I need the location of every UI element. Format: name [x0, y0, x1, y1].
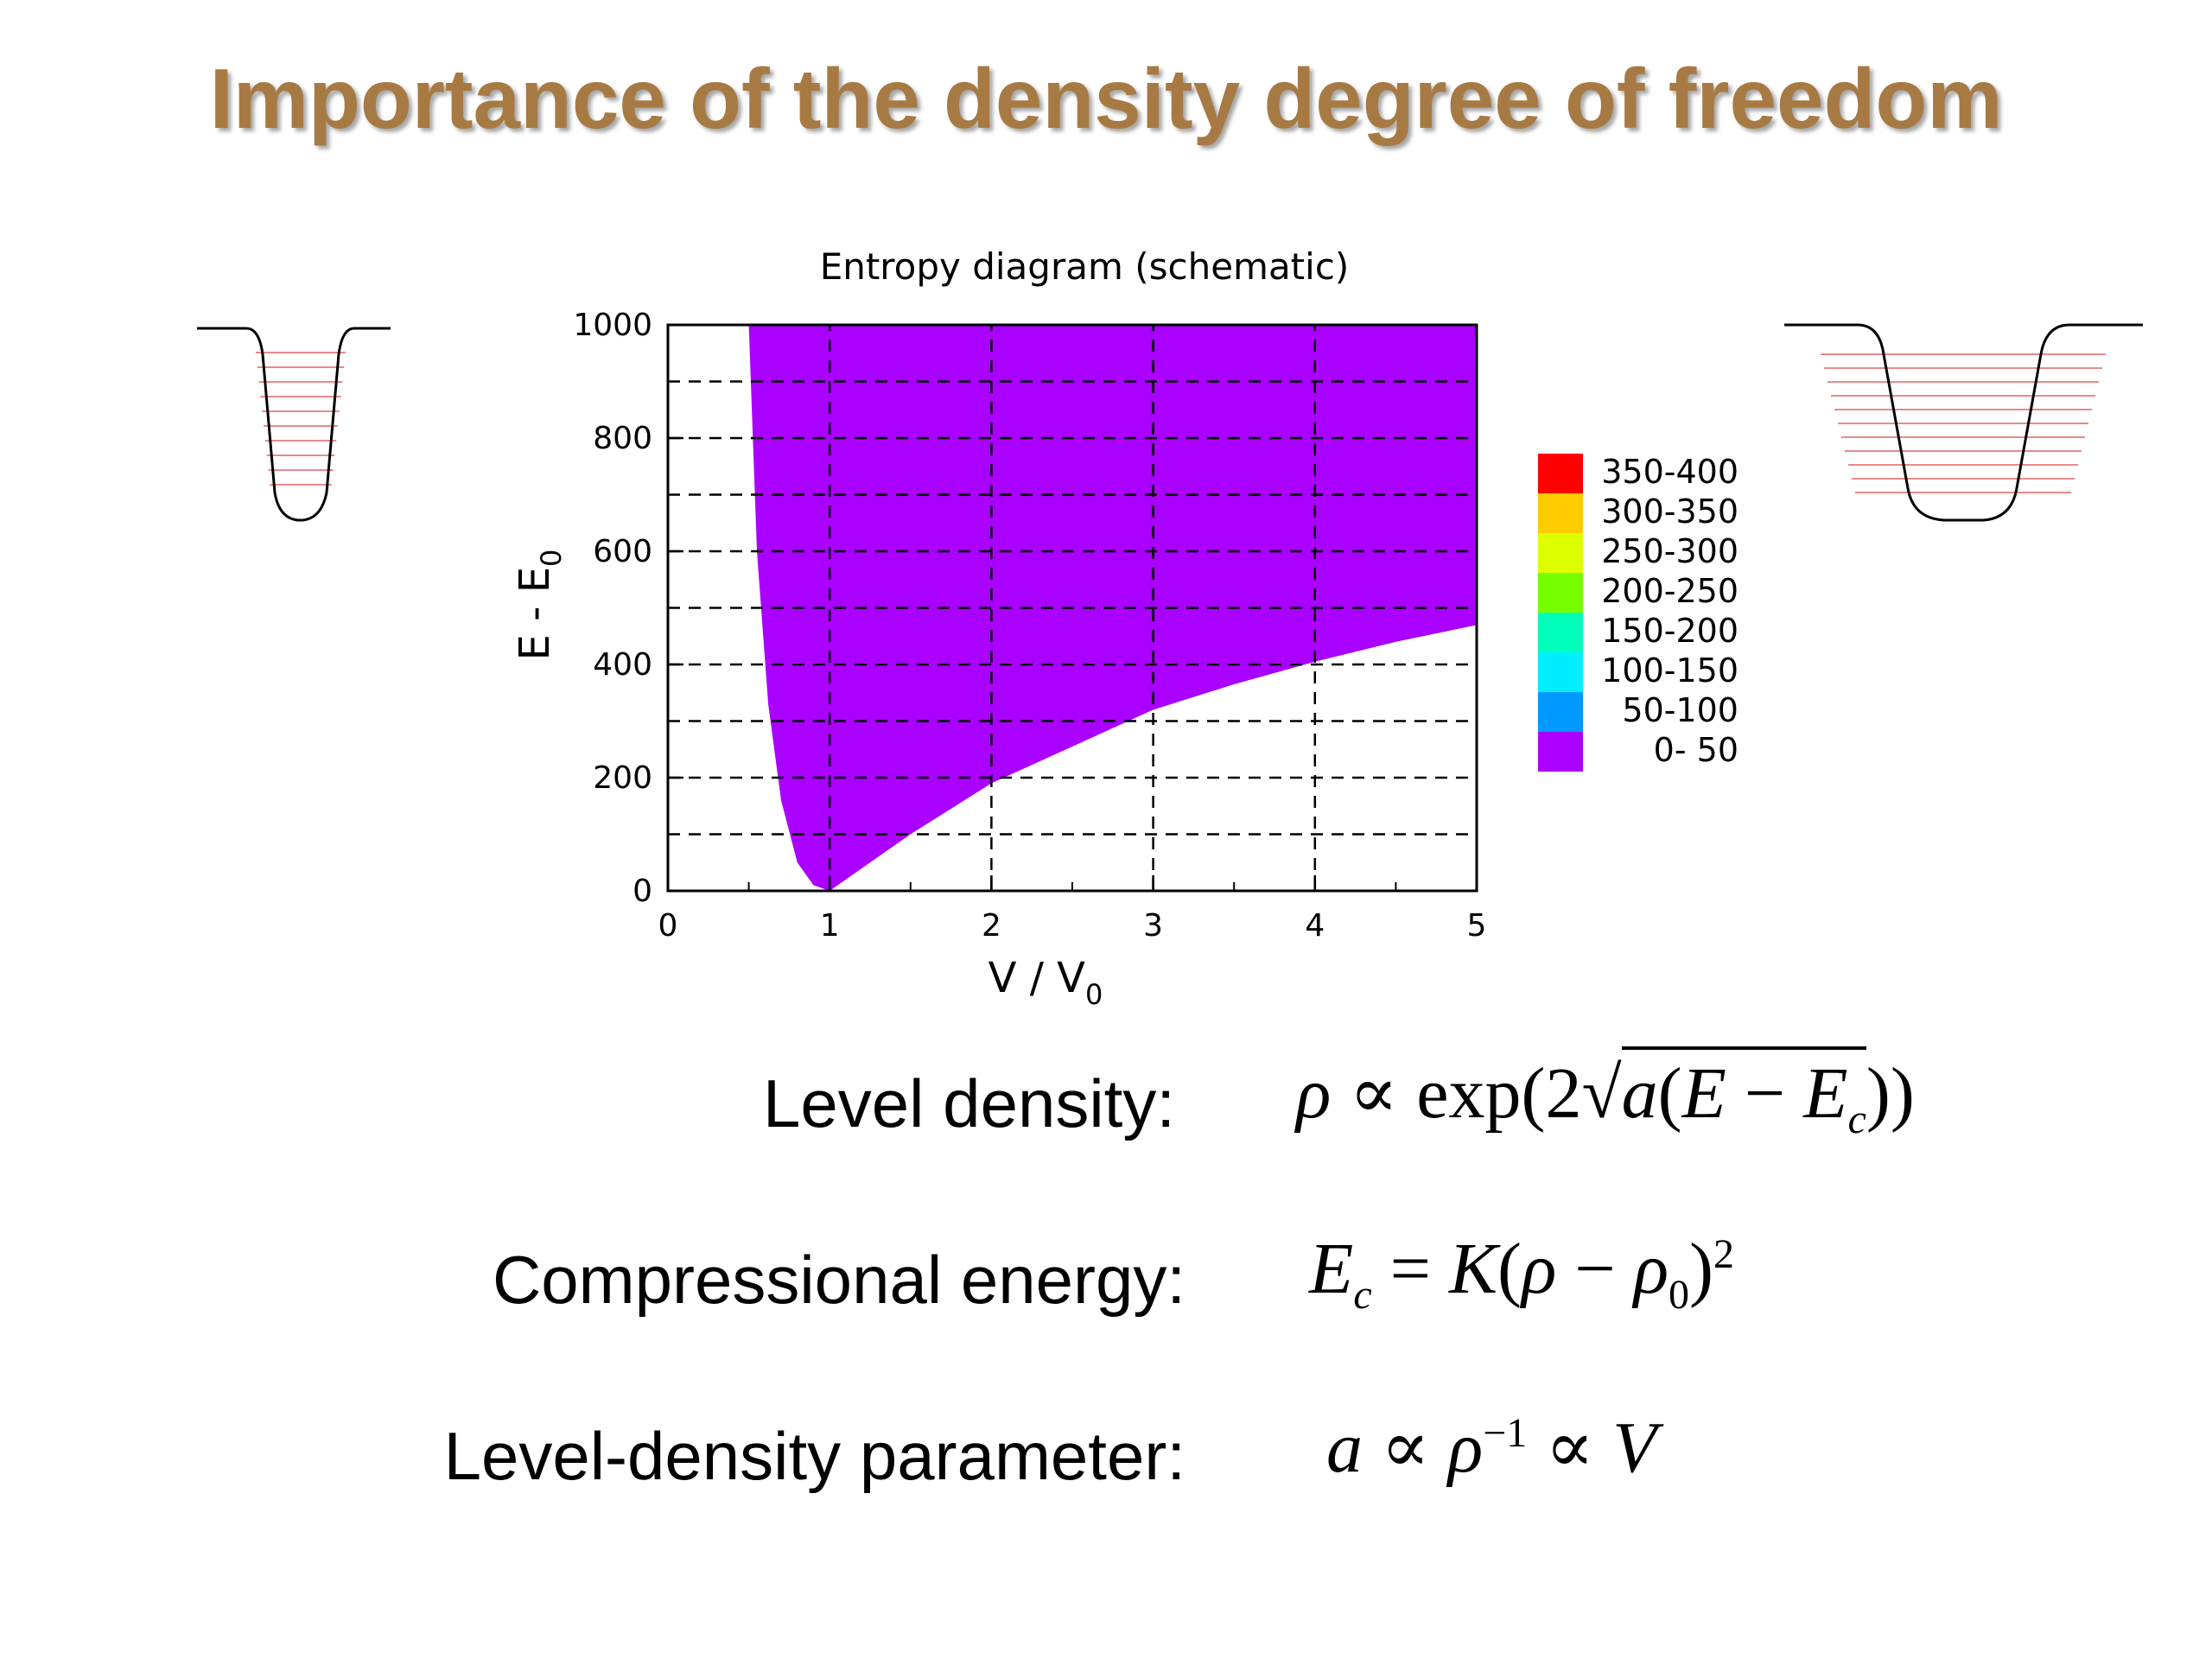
y-tick-label: 400	[593, 647, 652, 683]
legend-label: 200-250	[1601, 572, 1738, 610]
f1-sqrt-content: a(E − Ec	[1621, 1046, 1866, 1142]
f2-Ec: E	[1309, 1229, 1354, 1309]
legend-label: 250-300	[1601, 532, 1738, 570]
compressional-energy-formula: Ec = K(ρ − ρ0)2	[1309, 1227, 1734, 1319]
x-tick-label: 2	[982, 908, 1001, 944]
legend-swatch	[1538, 652, 1583, 692]
y-tick-label: 800	[593, 421, 652, 456]
x-axis-label-sub: 0	[1085, 978, 1103, 1011]
f2-rho: ρ	[1522, 1229, 1557, 1309]
f3-exp: −1	[1483, 1410, 1528, 1456]
f1-rp: ))	[1866, 1053, 1915, 1134]
y-axis-label-sub: 0	[535, 550, 568, 567]
narrow-well-diagram	[197, 327, 391, 522]
legend-label: 100-150	[1601, 652, 1738, 690]
f3-V: V	[1612, 1408, 1657, 1488]
f1-two: 2	[1545, 1053, 1582, 1134]
level-density-parameter-label: Level-density parameter:	[443, 1418, 1185, 1494]
x-tick-label: 4	[1305, 908, 1325, 944]
x-tick-label: 5	[1467, 908, 1487, 944]
f3-prop2: ∝	[1545, 1408, 1595, 1488]
f1-minus: −	[1744, 1053, 1786, 1134]
legend-label: 350-400	[1601, 453, 1738, 491]
wide-well-diagram	[1784, 323, 2143, 522]
f3-rho: ρ	[1447, 1408, 1484, 1488]
f1-sqrt: √	[1581, 1053, 1622, 1134]
axis-ticks: 0 1 2 3 4 5 0 200 400 600 800 1000	[573, 308, 1486, 944]
level-density-formula: ρ ∝ exp(2√a(E − Ec))	[1296, 1046, 1915, 1143]
f2-lp: (	[1497, 1229, 1522, 1309]
f1-open: (	[1521, 1053, 1546, 1134]
legend: 350-400300-350250-300200-250150-200100-1…	[1538, 453, 1738, 772]
f2-zero: 0	[1669, 1271, 1690, 1318]
level-density-parameter-formula: a ∝ ρ−1 ∝ V	[1326, 1404, 1656, 1490]
chart-title: Entropy diagram (schematic)	[820, 245, 1350, 288]
y-tick-label: 200	[593, 760, 652, 796]
slide-title: Importance of the density degree of free…	[209, 51, 2003, 146]
f2-rp: )	[1689, 1229, 1714, 1309]
f1-c: c	[1847, 1096, 1866, 1142]
x-axis-label: V / V0	[988, 954, 1103, 1011]
f2-sq: 2	[1713, 1231, 1735, 1277]
x-tick-label: 0	[658, 908, 678, 944]
f3-prop1: ∝	[1381, 1408, 1430, 1488]
f1-a: a	[1621, 1053, 1658, 1134]
f2-K: K	[1449, 1229, 1498, 1309]
y-axis-label-main: E - E	[511, 567, 559, 661]
legend-label: 150-200	[1601, 612, 1738, 650]
f2-c: c	[1353, 1271, 1372, 1318]
x-tick-label: 3	[1143, 908, 1163, 944]
f2-minus: −	[1574, 1229, 1616, 1309]
legend-swatch	[1538, 493, 1583, 533]
f2-eq: =	[1389, 1229, 1431, 1309]
f1-lp: (	[1657, 1053, 1682, 1134]
legend-swatch	[1538, 692, 1583, 732]
f1-E: E	[1681, 1053, 1726, 1134]
legend-swatch	[1538, 454, 1583, 493]
compressional-energy-label: Compressional energy:	[492, 1242, 1185, 1318]
contour-regions	[748, 325, 1477, 891]
legend-label: 0- 50	[1654, 731, 1738, 769]
legend-label: 300-350	[1601, 493, 1738, 531]
f1-prop: ∝	[1349, 1053, 1399, 1134]
legend-label: 50-100	[1622, 691, 1738, 729]
legend-swatch	[1538, 613, 1583, 652]
grid-lines	[668, 325, 1477, 891]
y-tick-label: 0	[632, 874, 652, 909]
level-density-label: Level density:	[763, 1065, 1175, 1141]
f2-rho0: ρ	[1633, 1229, 1669, 1309]
y-tick-label: 600	[593, 534, 652, 569]
f1-exp: exp	[1416, 1053, 1522, 1134]
y-tick-label: 1000	[573, 308, 652, 343]
x-tick-label: 1	[820, 908, 840, 944]
x-axis-label-main: V / V	[988, 954, 1086, 1002]
f1-Ec: E	[1803, 1053, 1848, 1134]
f1-rho: ρ	[1296, 1053, 1332, 1134]
legend-swatch	[1538, 533, 1583, 573]
y-axis-label: E - E0	[511, 550, 568, 661]
f3-a: a	[1326, 1408, 1363, 1488]
legend-swatch	[1538, 573, 1583, 613]
legend-swatch	[1538, 732, 1583, 772]
